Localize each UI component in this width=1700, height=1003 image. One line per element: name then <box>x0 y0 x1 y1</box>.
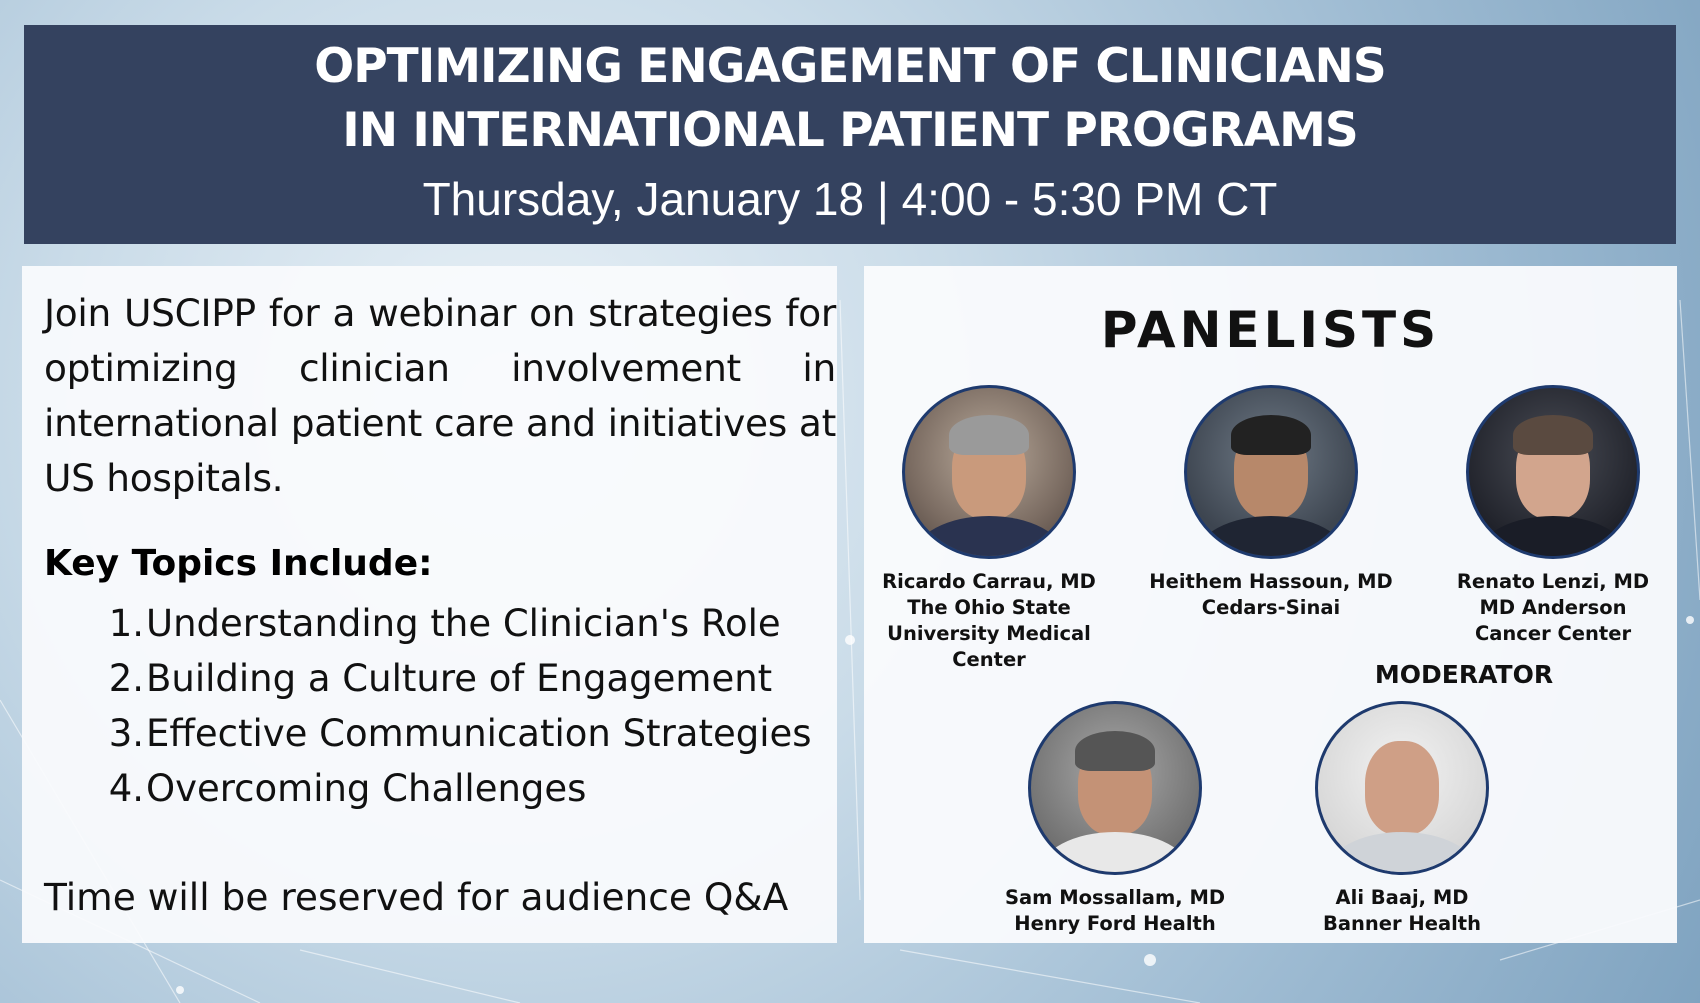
hair-shape <box>1231 414 1311 455</box>
event-title-line-1: OPTIMIZING ENGAGEMENT OF CLINICIANS <box>314 39 1386 94</box>
intro-paragraph: Join USCIPP for a webinar on strategies … <box>44 291 836 500</box>
topic-number: 4. <box>108 767 144 810</box>
event-header-banner: OPTIMIZING ENGAGEMENT OF CLINICIANS IN I… <box>24 25 1676 244</box>
topic-item: 4. Overcoming Challenges <box>74 761 812 816</box>
name-line: Ricardo Carrau, MD <box>882 570 1096 593</box>
topic-number: 3. <box>108 712 144 755</box>
topic-item: 3. Effective Communication Strategies <box>74 706 812 761</box>
affiliation-line: University Medical <box>887 622 1091 645</box>
affiliation-line: Center <box>952 648 1026 671</box>
topic-number: 1. <box>108 602 144 645</box>
name-line: Sam Mossallam, MD <box>1004 886 1226 909</box>
affiliation-line: Cancer Center <box>1474 622 1632 645</box>
panelists-panel: PANELISTS Ricardo Carrau, MD The Ohio St… <box>864 266 1677 943</box>
qa-note: Time will be reserved for audience Q&A <box>44 875 789 919</box>
panelist-photo <box>1466 385 1640 559</box>
moderator-photo <box>1315 701 1489 875</box>
panelist-name-affiliation: Heithem Hassoun, MD Cedars-Sinai <box>1146 569 1396 621</box>
affiliation-line: The Ohio State <box>907 596 1071 619</box>
panelist-card-ricardo-carrau: Ricardo Carrau, MD The Ohio State Univer… <box>864 385 1114 673</box>
event-date-time: Thursday, January 18 | 4:00 - 5:30 PM CT <box>422 173 1278 225</box>
description-panel: Join USCIPP for a webinar on strategies … <box>22 266 837 943</box>
panelist-name-affiliation: Sam Mossallam, MD Henry Ford Health <box>990 885 1240 937</box>
topic-number: 2. <box>108 657 144 700</box>
affiliation-line: MD Anderson <box>1479 596 1627 619</box>
affiliation-line: Henry Ford Health <box>1014 912 1216 935</box>
panelist-card-renato-lenzi: Renato Lenzi, MD MD Anderson Cancer Cent… <box>1428 385 1678 647</box>
coat-shape <box>1327 832 1477 872</box>
affiliation-line: Banner Health <box>1322 912 1481 935</box>
moderator-label: MODERATOR <box>1374 660 1554 689</box>
coat-shape <box>1040 832 1190 872</box>
moderator-card-ali-baaj: Ali Baaj, MD Banner Health <box>1277 701 1527 937</box>
hair-shape <box>949 414 1029 455</box>
panelists-heading: PANELISTS <box>1100 301 1441 359</box>
panelist-photo <box>1184 385 1358 559</box>
topic-item: 2. Building a Culture of Engagement <box>74 651 812 706</box>
topic-text: Effective Communication Strategies <box>146 712 812 755</box>
topic-text: Understanding the Clinician's Role <box>146 602 781 645</box>
panelist-name-affiliation: Ricardo Carrau, MD The Ohio State Univer… <box>864 569 1114 673</box>
panelist-name-affiliation: Renato Lenzi, MD MD Anderson Cancer Cent… <box>1428 569 1678 647</box>
topic-item: 1. Understanding the Clinician's Role <box>74 596 812 651</box>
panelist-photo <box>902 385 1076 559</box>
panelist-card-heithem-hassoun: Heithem Hassoun, MD Cedars-Sinai <box>1146 385 1396 621</box>
hair-shape <box>1513 414 1593 455</box>
panelist-card-sam-mossallam: Sam Mossallam, MD Henry Ford Health <box>990 701 1240 937</box>
name-line: Renato Lenzi, MD <box>1456 570 1650 593</box>
name-line: Heithem Hassoun, MD <box>1149 570 1393 593</box>
event-title-line-2: IN INTERNATIONAL PATIENT PROGRAMS <box>342 103 1359 158</box>
face-shape <box>1365 740 1439 835</box>
moderator-name-affiliation: Ali Baaj, MD Banner Health <box>1277 885 1527 937</box>
panelist-photo <box>1028 701 1202 875</box>
affiliation-line: Cedars-Sinai <box>1201 596 1341 619</box>
hair-shape <box>1075 730 1155 771</box>
key-topics-list: 1. Understanding the Clinician's Role 2. B… <box>74 596 812 816</box>
topic-text: Building a Culture of Engagement <box>146 657 773 700</box>
topic-text: Overcoming Challenges <box>146 767 587 810</box>
suit-shape <box>1196 516 1346 556</box>
suit-shape <box>1478 516 1628 556</box>
key-topics-heading: Key Topics Include: <box>44 543 433 584</box>
suit-shape <box>914 516 1064 556</box>
name-line: Ali Baaj, MD <box>1335 886 1469 909</box>
